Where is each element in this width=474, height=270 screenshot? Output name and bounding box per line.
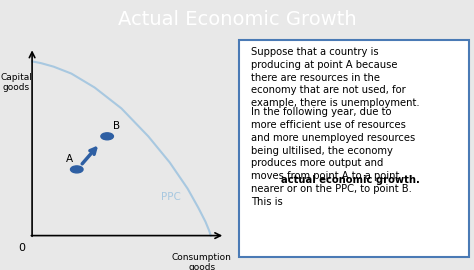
Text: Suppose that a country is
producing at point A because
there are resources in th: Suppose that a country is producing at p… [251, 47, 419, 108]
FancyBboxPatch shape [239, 40, 469, 256]
Text: Actual Economic Growth: Actual Economic Growth [118, 10, 356, 29]
Text: 0: 0 [18, 243, 25, 253]
Text: A: A [66, 154, 73, 164]
Text: PPC: PPC [161, 192, 181, 202]
Ellipse shape [71, 166, 83, 173]
Text: Capital
goods: Capital goods [0, 73, 32, 92]
Text: B: B [112, 121, 119, 131]
Text: Consumption
goods: Consumption goods [172, 253, 232, 270]
Text: actual economic growth.: actual economic growth. [281, 175, 419, 185]
Ellipse shape [101, 133, 113, 140]
Text: In the following year, due to
more efficient use of resources
and more unemploye: In the following year, due to more effic… [251, 107, 415, 207]
